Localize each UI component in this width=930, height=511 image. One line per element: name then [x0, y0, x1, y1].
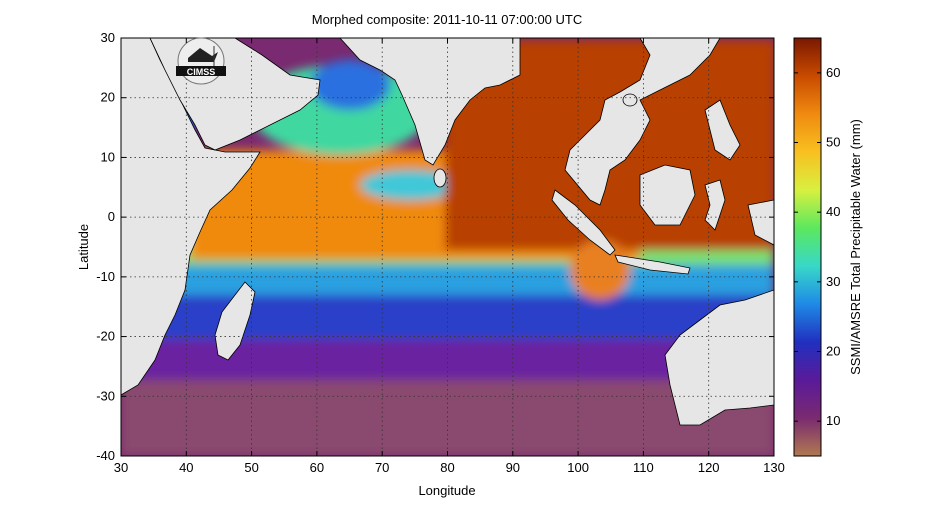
land-australia: [664, 289, 774, 426]
land-india: [255, 38, 521, 166]
colorbar: [793, 37, 822, 457]
colorbar-tick-label: 60: [826, 65, 840, 80]
land-sulawesi: [704, 179, 726, 231]
y-tick-label: 30: [101, 30, 115, 45]
x-tick-label: 30: [114, 460, 128, 475]
tpw-zone-sumatra-plume: [570, 240, 630, 300]
land-madagascar: [214, 281, 256, 361]
land-hainan: [622, 93, 638, 107]
cimss-logo: CIMSS: [176, 37, 226, 85]
x-tick-label: 130: [763, 460, 785, 475]
land-new-guinea: [747, 199, 774, 246]
tpw-zone-very-low: [121, 375, 774, 456]
x-tick-label: 50: [244, 460, 258, 475]
logo-banner: [176, 66, 226, 76]
land-sri-lanka: [433, 168, 447, 188]
x-tick-label: 80: [440, 460, 454, 475]
land-java: [614, 254, 691, 275]
grid-lines: [121, 38, 774, 456]
y-axis: 30 20 10 0 -10 -20 -30 -40: [96, 30, 774, 463]
land-philippines: [704, 99, 741, 161]
x-tick-label: 110: [633, 460, 654, 475]
y-tick-label: 10: [101, 149, 115, 164]
y-tick-label: -10: [96, 269, 115, 284]
colorbar-tick-label: 50: [826, 135, 840, 150]
land-southeast-asia: [520, 38, 721, 206]
x-tick-label: 60: [310, 460, 324, 475]
land-sumatra: [551, 189, 616, 256]
x-tick-label: 100: [567, 460, 589, 475]
colorbar-tick-label: 10: [826, 413, 840, 428]
colorbar-tick-label: 20: [826, 344, 840, 359]
land-borneo: [639, 164, 696, 226]
plot-title: Morphed composite: 2011-10-11 07:00:00 U…: [312, 12, 583, 27]
colorbar-title: SSMI/AMSRE Total Precipitable Water (mm): [848, 119, 863, 375]
y-tick-label: 0: [108, 209, 115, 224]
colorbar-axis: 10 20 30 40 50 60: [794, 65, 840, 428]
x-axis: 30 40 50 60 70 80 90 100 110 120 130: [114, 38, 785, 475]
colorbar-tick-label: 40: [826, 204, 840, 219]
y-tick-label: 20: [101, 90, 115, 105]
y-axis-title: Latitude: [76, 224, 91, 270]
plot-area: [121, 38, 774, 456]
y-tick-label: -40: [96, 448, 115, 463]
x-tick-label: 70: [375, 460, 389, 475]
x-tick-label: 40: [179, 460, 193, 475]
y-tick-label: -30: [96, 388, 115, 403]
x-axis-title: Longitude: [418, 483, 475, 498]
logo-text: CIMSS: [187, 67, 216, 77]
x-tick-label: 90: [506, 460, 520, 475]
colorbar-tick-label: 30: [826, 274, 840, 289]
y-tick-label: -20: [96, 329, 115, 344]
x-tick-label: 120: [698, 460, 720, 475]
logo-building-icon: [188, 48, 218, 62]
